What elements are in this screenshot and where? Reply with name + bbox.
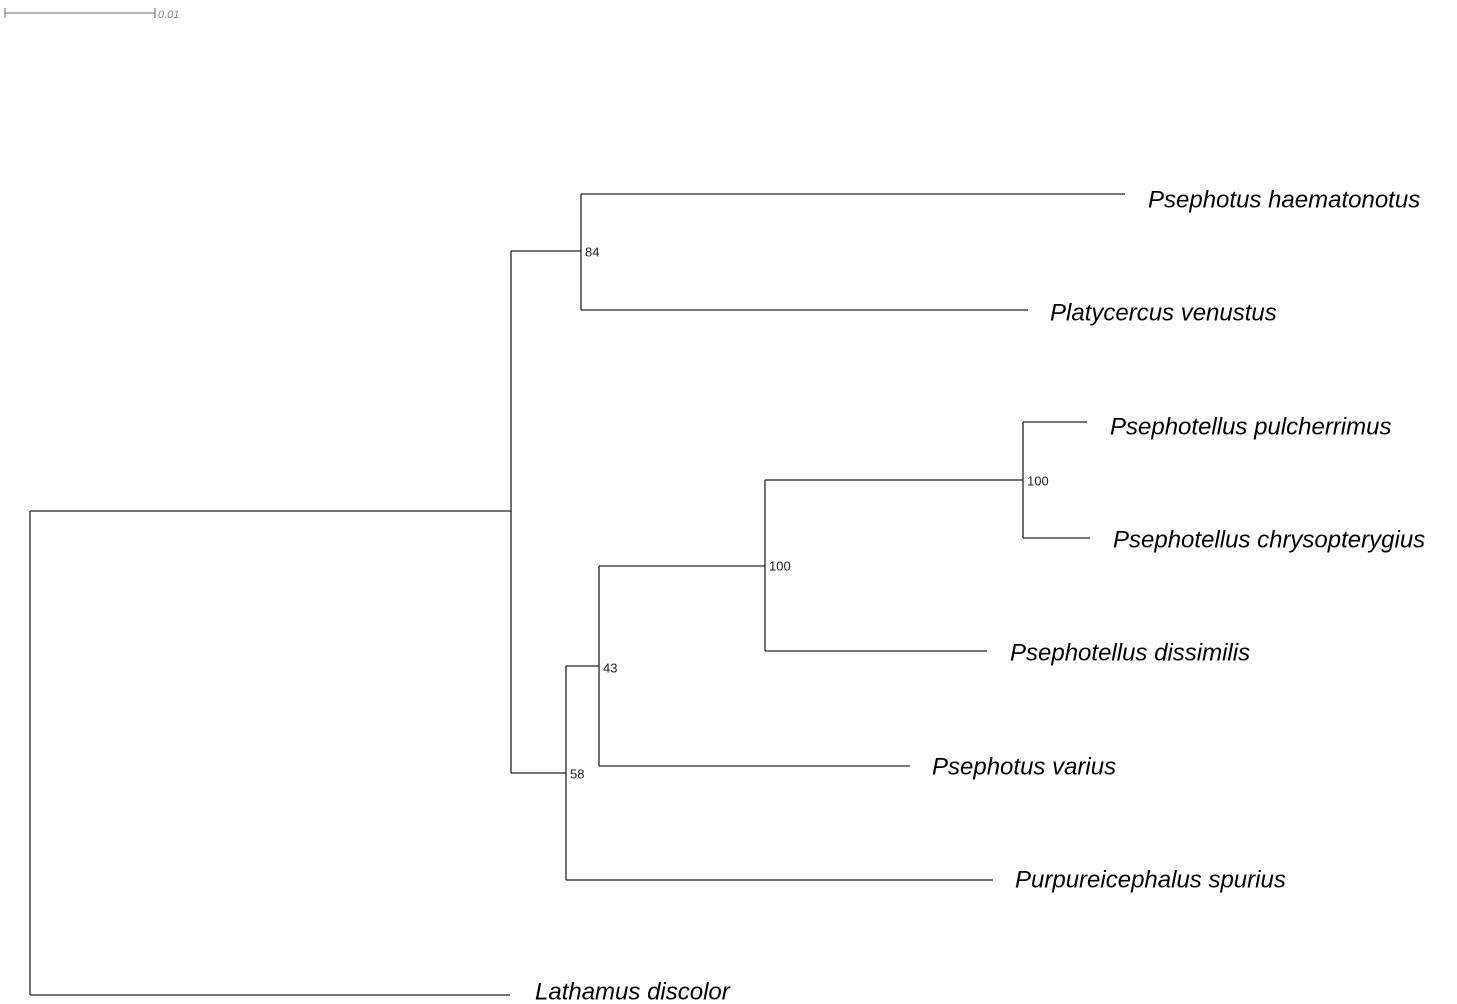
leaf-label: Psephotellus pulcherrimus <box>1110 413 1391 440</box>
leaf-label: Lathamus discolor <box>535 978 731 1004</box>
leaf-label: Psephotus varius <box>932 753 1116 780</box>
leaf-label: Purpureicephalus spurius <box>1015 866 1286 893</box>
support-label: 100 <box>1027 473 1049 488</box>
support-label: 84 <box>585 244 599 259</box>
scale-bar <box>4 8 156 18</box>
support-label: 100 <box>769 558 791 573</box>
leaf-label: Psephotellus dissimilis <box>1010 639 1250 666</box>
scale-label: 0.01 <box>158 9 179 21</box>
support-label: 58 <box>570 766 584 781</box>
leaf-label: Psephotus haematonotus <box>1148 186 1420 213</box>
branches <box>29 193 1125 996</box>
leaf-label: Psephotellus chrysopterygius <box>1113 526 1425 553</box>
leaf-label: Platycercus venustus <box>1050 299 1277 326</box>
support-label: 43 <box>603 660 617 675</box>
